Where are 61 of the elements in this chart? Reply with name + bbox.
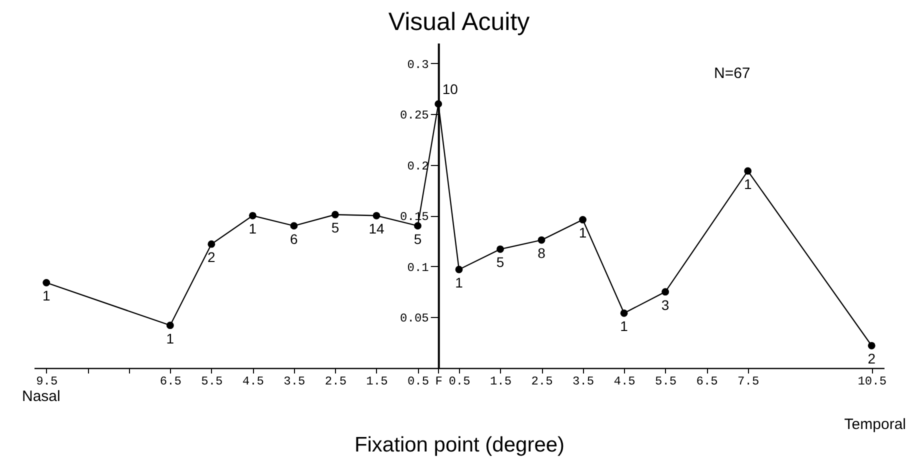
point <box>868 342 876 350</box>
annotation: 5 <box>331 220 340 236</box>
annotation: 8 <box>538 245 546 262</box>
x-tick-label: 0.5 <box>448 374 470 388</box>
y-tick-label: 0.25 <box>400 108 429 123</box>
text: Temporal <box>844 416 906 433</box>
x-tick-label: 4.5 <box>614 374 636 388</box>
x-tick-label: 2.5 <box>324 374 347 388</box>
x-tick-label: F <box>435 374 442 388</box>
annotation: 14 <box>368 220 384 237</box>
point <box>662 288 670 296</box>
point <box>42 278 50 286</box>
y-tick-label: 0.1 <box>407 260 429 275</box>
x-tick-label: 9.5 <box>36 374 58 388</box>
point <box>579 216 586 224</box>
point <box>744 167 752 175</box>
annotation: 5 <box>496 254 504 270</box>
x-tick-label: 7.5 <box>738 374 760 388</box>
x-tick-label: 3.5 <box>572 374 594 388</box>
annotation: 1 <box>744 176 752 192</box>
x-tick-label: 6.5 <box>160 374 182 388</box>
y-tick-label: 0.05 <box>400 312 429 326</box>
point <box>434 100 442 108</box>
annotation: 1 <box>166 330 174 346</box>
point <box>414 222 422 230</box>
x-tick-label: 1.5 <box>490 374 512 388</box>
annotation: 10 <box>442 80 458 97</box>
annotation: 1 <box>620 318 628 334</box>
point <box>496 245 504 253</box>
point <box>538 236 546 244</box>
x-tick-label: 5.5 <box>201 374 223 388</box>
annotation: 2 <box>868 350 876 367</box>
x-tick-label: 2.5 <box>531 374 553 388</box>
x-tick-label: 6.5 <box>696 374 718 388</box>
annotation: 3 <box>661 296 670 313</box>
point <box>166 322 174 330</box>
x-tick-label: 0.5 <box>407 374 430 388</box>
point <box>290 222 298 230</box>
annotation: 1 <box>455 274 464 290</box>
annotation: N=67 <box>714 65 750 82</box>
point <box>208 240 216 248</box>
annotation: 2 <box>208 249 216 266</box>
x-tick-label: 4.5 <box>242 374 264 388</box>
annotation: 1 <box>578 224 587 241</box>
x-tick-label: 1.5 <box>366 374 388 388</box>
x-tick-label: 10.5 <box>858 374 887 388</box>
chart-title: Visual Acuity <box>388 8 530 36</box>
point <box>372 212 380 220</box>
x-tick-label: 5.5 <box>655 374 677 388</box>
point <box>332 210 339 218</box>
point <box>455 266 463 274</box>
point <box>248 212 256 220</box>
y-tick-label: 0.3 <box>407 58 429 72</box>
x-tick-label: 3.5 <box>284 374 306 388</box>
text: Nasal <box>22 388 60 405</box>
annotation: 5 <box>414 230 422 247</box>
annotation: 1 <box>42 288 50 304</box>
annotation: 6 <box>290 230 298 247</box>
point <box>620 309 628 317</box>
x-axis-title: Fixation point (degree) <box>354 434 565 456</box>
annotation: 1 <box>248 220 257 237</box>
